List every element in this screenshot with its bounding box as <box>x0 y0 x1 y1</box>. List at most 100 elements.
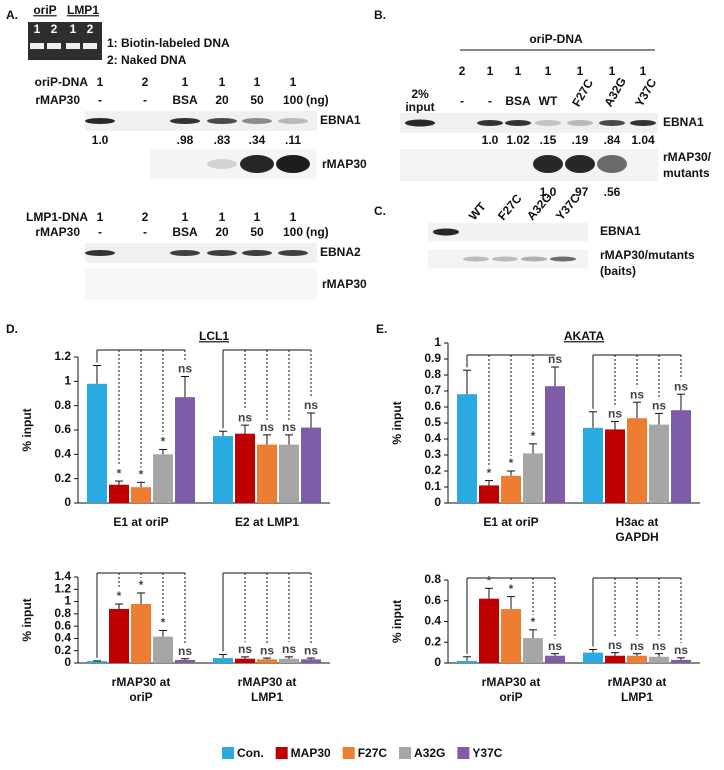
lane-label: 100 <box>283 93 303 107</box>
bar <box>257 659 277 663</box>
significance-label: ns <box>608 407 622 421</box>
legend-label: A32G <box>414 746 445 760</box>
y-tick-label: 0.4 <box>424 614 441 628</box>
y-axis-label: % input <box>390 401 404 444</box>
lane-label: 20 <box>215 225 229 239</box>
band-label: rMAP30/ <box>663 150 712 164</box>
y-tick-label: 0.9 <box>424 351 441 365</box>
quant: .34 <box>249 133 266 147</box>
quant: .19 <box>572 133 589 147</box>
quant: .98 <box>177 133 194 147</box>
bar <box>671 410 691 503</box>
lane-label: 1 <box>182 210 189 224</box>
x-tick-label: oriP <box>129 690 152 704</box>
bar <box>545 655 565 663</box>
significance-label: * <box>161 435 166 449</box>
y-tick-label: 0 <box>64 495 71 509</box>
band <box>242 250 272 256</box>
quant: .11 <box>285 133 301 147</box>
y-tick-label: 0.2 <box>54 643 71 657</box>
bar <box>301 659 321 663</box>
y-tick-label: 0.6 <box>424 399 441 413</box>
band <box>207 159 237 169</box>
significance-label: ns <box>304 398 318 412</box>
lane-label: 1 <box>219 75 226 89</box>
x-tick-label: H3ac at <box>616 515 659 529</box>
significance-label: * <box>487 573 492 587</box>
quant: 1.0 <box>540 185 557 199</box>
lane-label: 1 <box>515 64 522 78</box>
significance-label: * <box>117 466 122 480</box>
band-label: EBNA1 <box>663 115 704 129</box>
y-tick-label: 0 <box>434 655 441 669</box>
bar <box>213 436 233 503</box>
y-tick-label: 0.6 <box>54 422 71 436</box>
lane-label: - <box>143 93 147 107</box>
y-tick-label: 0.6 <box>54 618 71 632</box>
bar <box>257 444 277 503</box>
y-tick-label: 1.2 <box>54 349 71 363</box>
x-tick-label: GAPDH <box>615 530 658 544</box>
bar <box>175 659 195 663</box>
blot <box>85 268 317 300</box>
y-axis-label: % input <box>20 598 34 641</box>
quant: 1.02 <box>506 133 530 147</box>
lane-label: 1 <box>219 210 226 224</box>
lane-label: 50 <box>250 225 264 239</box>
band <box>521 256 547 262</box>
bar <box>87 661 107 663</box>
band <box>533 155 563 173</box>
x-tick-label: rMAP30 at <box>238 675 297 689</box>
bar <box>605 655 625 663</box>
band <box>242 118 272 124</box>
band <box>565 155 595 173</box>
bar <box>627 418 647 503</box>
y-tick-label: 1.2 <box>54 581 71 595</box>
bar <box>235 658 255 663</box>
significance-label: * <box>531 615 536 629</box>
band <box>240 155 274 173</box>
band <box>597 155 627 173</box>
band <box>463 256 489 262</box>
y-tick-label: 0.8 <box>424 367 441 381</box>
band-label: mutants <box>663 166 710 180</box>
x-tick-label: E2 at LMP1 <box>235 515 299 529</box>
gel-lane: 2 <box>87 22 94 36</box>
lane-label: 2 <box>142 75 149 89</box>
bar <box>457 394 477 503</box>
bar <box>279 444 299 503</box>
chart-title: AKATA <box>564 329 605 343</box>
band-label: rMAP30 <box>322 277 367 291</box>
significance-label: ns <box>548 352 562 366</box>
y-tick-label: 1 <box>434 335 441 349</box>
row-label: LMP1-DNA <box>26 210 88 224</box>
lane-label: 1 <box>97 210 104 224</box>
lane-label: 1 <box>487 64 494 78</box>
lane-label: 1 <box>577 64 584 78</box>
gel-header: LMP1 <box>67 3 99 17</box>
significance-label: ns <box>178 362 192 376</box>
significance-label: * <box>487 466 492 480</box>
y-tick-label: 1 <box>64 374 71 388</box>
y-tick-label: 0.8 <box>424 572 441 586</box>
significance-label: ns <box>282 642 296 656</box>
gel-header: oriP <box>33 3 56 17</box>
y-tick-label: 0.8 <box>54 398 71 412</box>
quant: .15 <box>540 133 557 147</box>
significance-label: ns <box>548 639 562 653</box>
lane-label: F27C <box>495 191 525 223</box>
y-tick-label: 0.4 <box>54 631 71 645</box>
bar <box>627 655 647 663</box>
bar <box>131 604 151 663</box>
lane-label: BSA <box>505 94 531 108</box>
band-label: (baits) <box>600 264 636 278</box>
significance-label: * <box>139 467 144 481</box>
bar <box>501 609 521 663</box>
y-tick-label: 0.2 <box>424 463 441 477</box>
lane-label: - <box>488 94 492 108</box>
y-tick-label: 0.2 <box>424 634 441 648</box>
significance-label: * <box>509 582 514 596</box>
bar <box>583 652 603 663</box>
